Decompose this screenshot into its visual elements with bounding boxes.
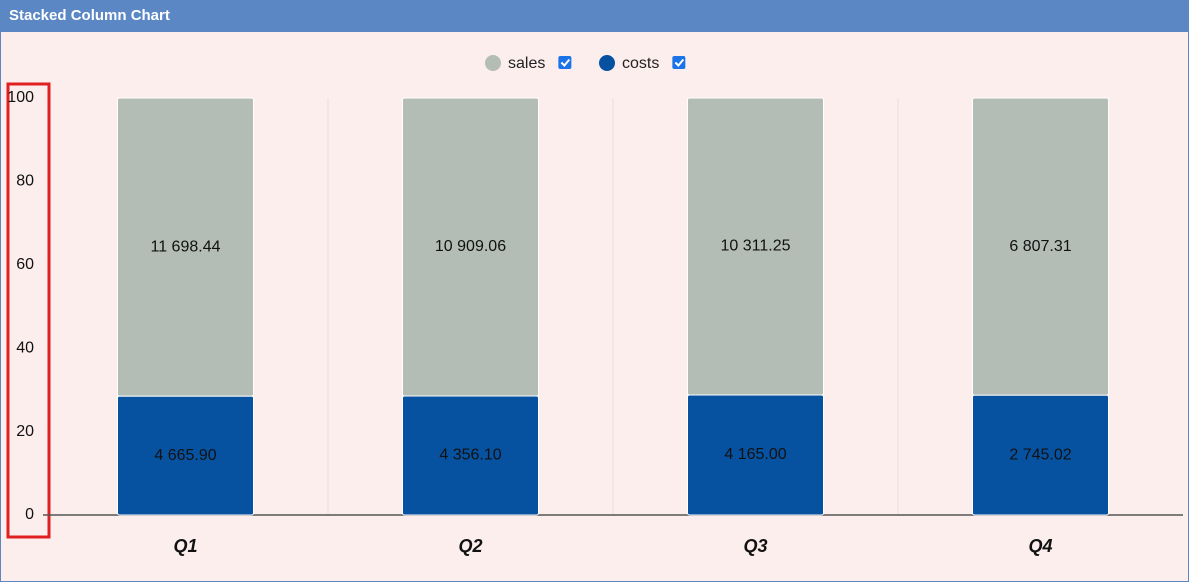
- y-tick-label: 80: [16, 173, 34, 190]
- data-label: 4 665.90: [154, 447, 216, 464]
- legend-checkbox[interactable]: [672, 56, 686, 69]
- legend-checkmark[interactable]: [560, 58, 571, 67]
- data-label: 6 807.31: [1009, 238, 1071, 255]
- legend-label: sales: [508, 55, 545, 72]
- y-tick-label: 40: [16, 339, 34, 356]
- y-tick-label: 20: [16, 423, 34, 440]
- chart-title: Stacked Column Chart: [9, 7, 170, 24]
- data-label: 2 745.02: [1009, 446, 1071, 463]
- data-label: 10 311.25: [721, 238, 791, 255]
- legend-swatch: [599, 55, 615, 71]
- bar: [972, 97, 1109, 396]
- bar: [402, 97, 539, 397]
- data-label: 4 356.10: [439, 447, 501, 464]
- legend-checkmark[interactable]: [674, 58, 685, 67]
- y-tick-label: 60: [16, 256, 34, 273]
- data-label: 11 698.44: [151, 238, 221, 255]
- highlight-box: [6, 82, 51, 539]
- legend-swatch: [485, 55, 501, 71]
- y-tick-label: 0: [25, 506, 34, 523]
- header: [0, 0, 1189, 32]
- y-tick-label: 100: [7, 89, 34, 106]
- legend-label: costs: [622, 55, 659, 72]
- bar: [117, 97, 254, 397]
- x-tick-label: Q3: [743, 536, 767, 556]
- bar: [687, 97, 824, 396]
- x-tick-label: Q4: [1028, 536, 1052, 556]
- data-label: 10 909.06: [435, 238, 506, 255]
- legend-checkbox[interactable]: [558, 56, 572, 69]
- data-label: 4 165.00: [724, 446, 786, 463]
- x-tick-label: Q1: [173, 536, 197, 556]
- x-tick-label: Q2: [458, 536, 482, 556]
